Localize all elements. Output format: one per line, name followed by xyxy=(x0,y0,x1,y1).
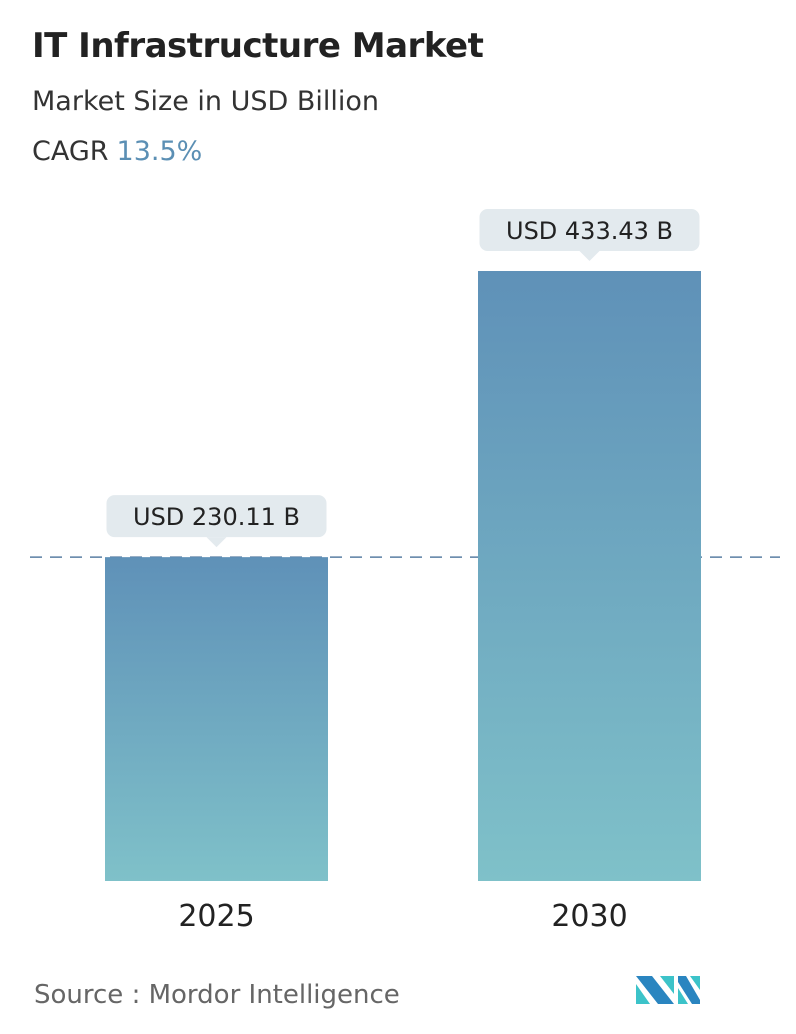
data-label-pointer xyxy=(579,251,600,261)
source-text: Source : Mordor Intelligence xyxy=(34,980,400,1010)
data-label: USD 230.11 B xyxy=(133,503,300,531)
data-label: USD 433.43 B xyxy=(506,217,673,245)
bar-2030 xyxy=(478,271,701,881)
cagr-label: CAGR xyxy=(32,136,109,167)
mordor-intelligence-logo xyxy=(636,976,700,1004)
chart-title: IT Infrastructure Market xyxy=(32,26,484,66)
cagr-value: 13.5% xyxy=(116,136,203,167)
cagr: CAGR 13.5% xyxy=(32,136,202,167)
bar-2025 xyxy=(105,557,328,881)
data-label-box xyxy=(106,495,327,538)
data-label-box xyxy=(479,209,700,251)
x-tick-label: 2030 xyxy=(551,899,627,934)
chart-subtitle: Market Size in USD Billion xyxy=(32,86,380,117)
x-tick-label: 2025 xyxy=(178,899,254,934)
data-label-pointer xyxy=(206,537,227,548)
